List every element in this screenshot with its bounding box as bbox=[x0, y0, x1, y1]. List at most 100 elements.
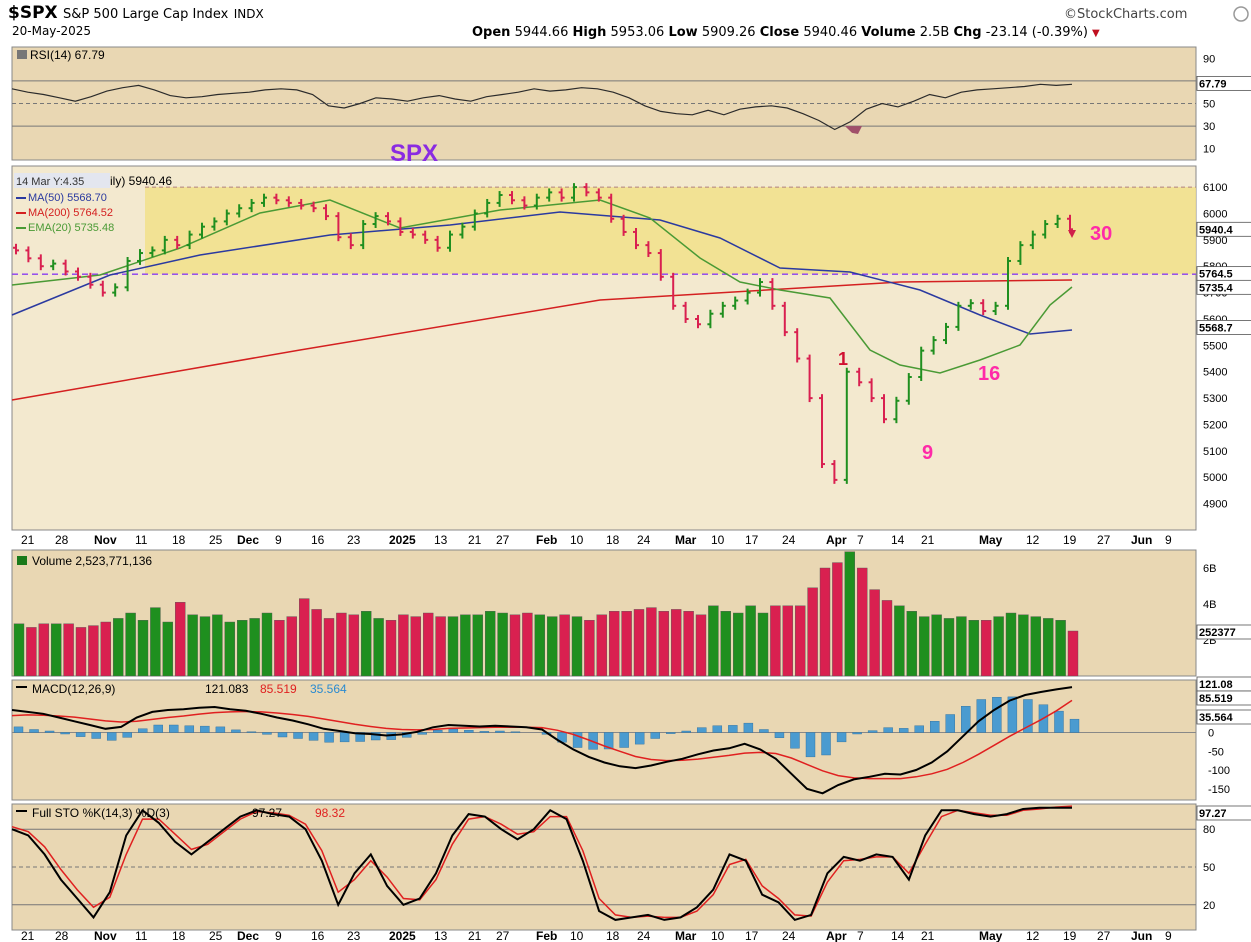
bottom-x-tick-label: Mar bbox=[675, 929, 697, 942]
macd-histogram-bar bbox=[29, 729, 39, 733]
volume-bar bbox=[671, 609, 682, 677]
bottom-x-tick-label: 21 bbox=[468, 929, 482, 942]
macd-histogram-bar bbox=[666, 732, 676, 734]
volume-bar bbox=[299, 598, 310, 677]
volume-bar bbox=[63, 623, 74, 677]
rsi-last-value-tag-box bbox=[1196, 75, 1251, 91]
price-x-tick-label: Apr bbox=[826, 533, 847, 547]
price-x-tick-label: 13 bbox=[434, 533, 448, 547]
bottom-x-tick-label: 24 bbox=[637, 929, 651, 942]
macd-histogram-bar bbox=[200, 725, 210, 733]
price-tick-label: 6100 bbox=[1203, 182, 1227, 194]
price-x-tick-label: 21 bbox=[921, 533, 935, 547]
volume-bar bbox=[633, 609, 645, 677]
macd-histogram-bar bbox=[44, 730, 55, 733]
volume-bar bbox=[1055, 620, 1066, 677]
volume-bar bbox=[782, 605, 793, 677]
volume-bar bbox=[956, 616, 967, 677]
macd-histogram-bar bbox=[433, 730, 443, 733]
price-x-tick-label: Feb bbox=[536, 533, 557, 547]
volume-bar bbox=[609, 611, 620, 677]
volume-bar bbox=[199, 616, 211, 677]
macd-line bbox=[11, 686, 1073, 795]
volume-bar bbox=[894, 605, 905, 677]
macd-histogram-bar bbox=[13, 726, 24, 733]
volume-bar bbox=[497, 612, 508, 677]
volume-bar bbox=[733, 612, 744, 677]
bottom-x-tick-label: Apr bbox=[826, 929, 847, 942]
legend-swatch bbox=[16, 197, 26, 199]
bottom-x-tick-label: 24 bbox=[782, 929, 796, 942]
volume-bar bbox=[274, 620, 285, 677]
rsi-label: RSI(14) 67.79 bbox=[30, 48, 105, 62]
price-x-tick-label: 25 bbox=[209, 533, 223, 547]
volume-bar bbox=[13, 623, 25, 677]
macd-tick-label: -50 bbox=[1208, 746, 1224, 758]
macd-histogram-bar bbox=[246, 731, 257, 733]
volume-bar bbox=[311, 609, 322, 677]
last-candle-marker bbox=[1068, 230, 1076, 238]
volume-bar bbox=[286, 616, 297, 677]
price-x-tick-label: 14 bbox=[891, 533, 905, 547]
macd-histogram-bar bbox=[634, 732, 645, 745]
volume-bar bbox=[75, 627, 87, 677]
macd-histogram-bar bbox=[153, 724, 163, 733]
spx-overlay-title: SPX bbox=[390, 140, 438, 167]
volume-bar bbox=[1018, 614, 1029, 677]
volume-bar bbox=[38, 623, 49, 677]
price-x-tick-label: 21 bbox=[468, 533, 482, 547]
volume-bar bbox=[174, 602, 186, 677]
macd-histogram-bar bbox=[992, 697, 1002, 733]
ema20-last-value-tag: 5735.4 bbox=[1199, 282, 1234, 294]
volume-bar bbox=[398, 614, 409, 677]
macd-histogram-bar bbox=[215, 726, 226, 733]
bottom-x-tick-label: 16 bbox=[311, 929, 325, 942]
macd-histogram-bar bbox=[650, 732, 660, 739]
bottom-x-tick-label: 11 bbox=[135, 929, 148, 942]
rsi-oversold-fill bbox=[845, 126, 862, 135]
macd-histogram-bar bbox=[262, 732, 272, 735]
macd-histogram-bar bbox=[898, 728, 909, 733]
bottom-x-tick-label: 12 bbox=[1026, 929, 1040, 942]
volume-bar bbox=[423, 612, 434, 677]
sto-k-value: 97.27 bbox=[252, 806, 282, 820]
price-tick-label: 5500 bbox=[1203, 340, 1227, 352]
volume-bar bbox=[410, 616, 421, 677]
bottom-x-tick-label: Nov bbox=[94, 929, 117, 942]
volume-bar bbox=[559, 614, 570, 677]
macd-histogram-bar bbox=[324, 732, 334, 743]
volume-bar bbox=[807, 587, 818, 677]
bottom-x-tick-label: 18 bbox=[606, 929, 620, 942]
price-x-tick-label: Mar bbox=[675, 533, 697, 547]
sto-tick-label: 20 bbox=[1203, 900, 1215, 912]
macd-histogram-bar bbox=[1023, 699, 1033, 733]
price-daily-label: ily) 5940.46 bbox=[110, 174, 172, 188]
price-x-tick-label: 9 bbox=[275, 533, 282, 547]
macd-histogram-bar bbox=[805, 732, 816, 758]
volume-bar bbox=[596, 614, 607, 677]
macd-histogram-bar bbox=[495, 730, 505, 733]
ema20-line bbox=[11, 199, 1073, 374]
macd-histogram-bar bbox=[1007, 696, 1018, 733]
macd-histogram-bar bbox=[728, 725, 738, 733]
ma200-last-value-tag: 5764.5 bbox=[1199, 269, 1233, 281]
legend-swatch bbox=[16, 212, 26, 214]
price-x-tick-label: 10 bbox=[570, 533, 584, 547]
price-last-value-tag: 5940.4 bbox=[1199, 224, 1234, 236]
macd-histogram-bar bbox=[759, 729, 769, 733]
hover-date-label: 14 Mar Y:4.35 bbox=[16, 176, 84, 188]
ma50-line bbox=[11, 211, 1073, 335]
macd-histogram-bar bbox=[169, 724, 179, 733]
volume-value: 2.5B bbox=[919, 25, 950, 40]
macd-histogram-bar bbox=[697, 727, 707, 733]
volume-bar bbox=[695, 614, 707, 677]
macd-histogram-bar bbox=[138, 728, 148, 733]
volume-bar bbox=[646, 607, 657, 677]
symbol-ticker: $SPX bbox=[8, 3, 58, 23]
price-tick-label: 5300 bbox=[1203, 393, 1227, 405]
volume-bar bbox=[968, 620, 979, 677]
macd-histogram-bar bbox=[867, 730, 878, 733]
volume-bar bbox=[447, 616, 459, 677]
volume-tick-label: 4B bbox=[1203, 599, 1216, 611]
hover-label-box bbox=[14, 173, 110, 188]
